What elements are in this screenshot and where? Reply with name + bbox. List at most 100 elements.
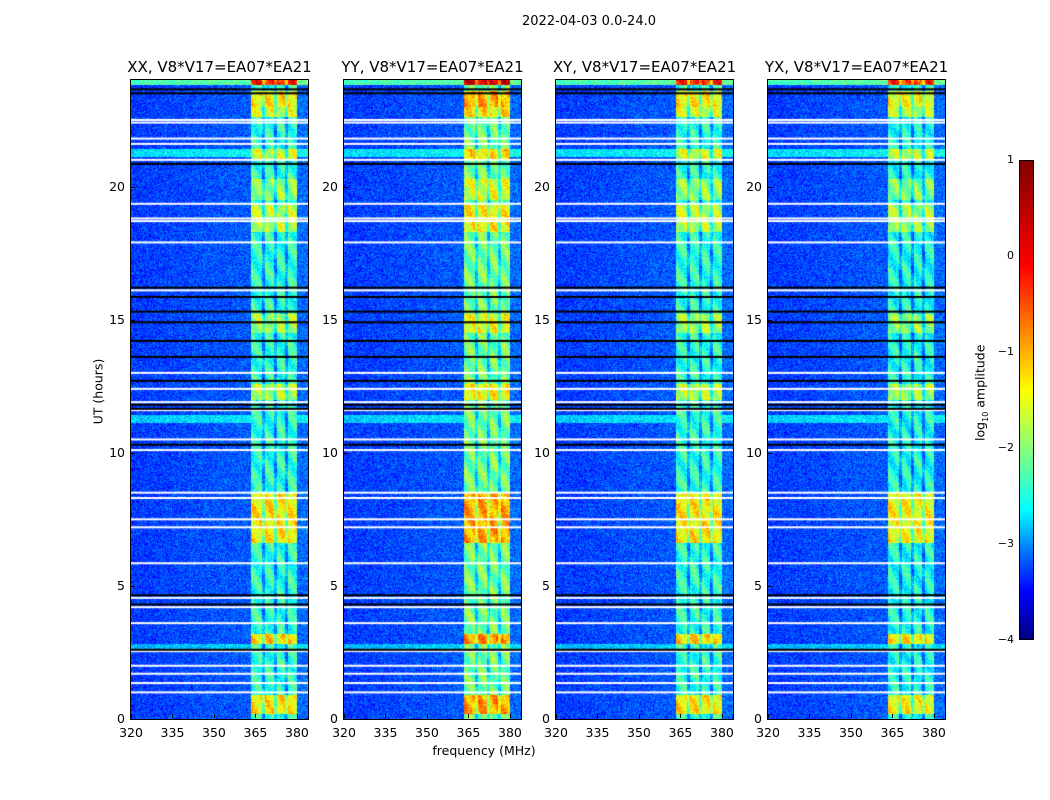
panel-4: YX, V8*V17=EA07*EA21 320 335 350 365 380 0 5 10 1… (746, 58, 948, 740)
y-tick-mark (768, 585, 772, 587)
x-tick-label: 365 (668, 725, 693, 740)
colorbar-tick-label: −2 (997, 441, 1014, 454)
y-axis-label: UT (hours) (90, 358, 106, 425)
y-tick-mark (556, 186, 560, 188)
y-tick-mark (131, 719, 135, 720)
x-tick-label: 335 (373, 725, 398, 740)
y-tick-mark (344, 319, 348, 321)
colorbar-tick-label: 1 (1007, 153, 1014, 166)
y-tick-label: 10 (109, 444, 125, 460)
y-tick-label: 0 (117, 711, 125, 726)
y-tick-label: 5 (542, 577, 550, 593)
x-tick-mark (933, 714, 935, 718)
x-tick-label: 380 (498, 725, 522, 740)
y-tick-mark (768, 186, 772, 188)
x-tick-mark (768, 714, 769, 718)
y-tick-mark (344, 585, 348, 587)
y-tick-mark (556, 319, 560, 321)
y-tick-mark (131, 452, 135, 454)
x-tick-label: 365 (243, 725, 268, 740)
y-tick-label: 20 (322, 178, 338, 194)
waterfall-heatmap (768, 80, 945, 719)
x-tick-mark (385, 714, 387, 718)
x-tick-mark (172, 714, 174, 718)
y-tick-label: 10 (534, 444, 550, 460)
y-tick-label: 20 (109, 178, 125, 194)
y-tick-label: 15 (746, 311, 762, 327)
y-tick-label: 0 (542, 711, 550, 726)
x-tick-label: 320 (119, 725, 143, 740)
x-tick-mark (638, 714, 640, 718)
x-tick-label: 380 (710, 725, 734, 740)
x-tick-mark (344, 714, 345, 718)
y-tick-mark (768, 719, 772, 720)
x-tick-label: 350 (627, 725, 651, 740)
y-tick-label: 0 (754, 711, 762, 726)
panel-title: YY, V8*V17=EA07*EA21 (341, 58, 524, 76)
y-tick-label: 15 (109, 311, 125, 327)
colorbar-label: log10 amplitude (972, 344, 990, 441)
x-tick-label: 350 (415, 725, 439, 740)
x-tick-mark (556, 714, 557, 718)
x-tick-label: 365 (456, 725, 481, 740)
waterfall-heatmap (131, 80, 308, 719)
x-tick-mark (597, 714, 599, 718)
panel-title: XX, V8*V17=EA07*EA21 (127, 58, 312, 76)
y-tick-mark (556, 719, 560, 720)
x-tick-label: 380 (922, 725, 946, 740)
x-tick-mark (809, 714, 811, 718)
y-tick-label: 10 (746, 444, 762, 460)
x-tick-mark (721, 714, 723, 718)
x-tick-label: 335 (160, 725, 185, 740)
x-tick-mark (509, 714, 511, 718)
colorbar-tick-label: 0 (1007, 249, 1014, 262)
y-tick-mark (556, 585, 560, 587)
x-tick-label: 320 (544, 725, 568, 740)
colorbar-tick-label: −1 (997, 345, 1014, 358)
waterfall-heatmap (344, 80, 521, 719)
y-tick-mark (344, 719, 348, 720)
x-axis-label: frequency (MHz) (432, 743, 536, 758)
x-tick-label: 335 (585, 725, 610, 740)
x-tick-mark (850, 714, 852, 718)
y-tick-label: 15 (534, 311, 550, 327)
x-tick-label: 350 (202, 725, 226, 740)
y-tick-mark (131, 585, 135, 587)
x-tick-mark (892, 714, 894, 718)
x-tick-label: 320 (332, 725, 356, 740)
x-tick-label: 350 (839, 725, 863, 740)
x-tick-mark (426, 714, 428, 718)
y-tick-label: 10 (322, 444, 338, 460)
panel-2: YY, V8*V17=EA07*EA21 320 335 350 365 380 0 5 10 1… (322, 58, 524, 740)
y-tick-mark (131, 319, 135, 321)
x-tick-mark (680, 714, 682, 718)
panel-3: XY, V8*V17=EA07*EA21 320 335 350 365 380 0 5 10 1… (534, 58, 736, 740)
panel-title: YX, V8*V17=EA07*EA21 (764, 58, 949, 76)
panel-title: XY, V8*V17=EA07*EA21 (552, 58, 737, 76)
y-tick-label: 15 (322, 311, 338, 327)
y-tick-mark (768, 452, 772, 454)
y-tick-label: 5 (330, 577, 338, 593)
x-tick-mark (468, 714, 470, 718)
panel-1: XX, V8*V17=EA07*EA21 320 335 350 365 380 0 5 10 1… (109, 58, 312, 740)
colorbar (1019, 160, 1034, 640)
x-tick-label: 380 (285, 725, 309, 740)
waterfall-heatmap (556, 80, 733, 719)
y-tick-mark (768, 319, 772, 321)
x-tick-mark (255, 714, 257, 718)
x-tick-mark (296, 714, 298, 718)
figure-title: 2022-04-03 0.0-24.0 (522, 14, 656, 29)
y-tick-label: 5 (117, 577, 125, 593)
y-tick-label: 20 (534, 178, 550, 194)
y-tick-mark (556, 452, 560, 454)
y-tick-label: 5 (754, 577, 762, 593)
x-tick-label: 320 (756, 725, 780, 740)
y-tick-mark (344, 186, 348, 188)
y-tick-mark (131, 186, 135, 188)
x-tick-mark (131, 714, 132, 718)
x-tick-mark (213, 714, 215, 718)
x-tick-label: 365 (880, 725, 905, 740)
y-tick-mark (344, 452, 348, 454)
colorbar-tick-label: −4 (997, 633, 1014, 646)
